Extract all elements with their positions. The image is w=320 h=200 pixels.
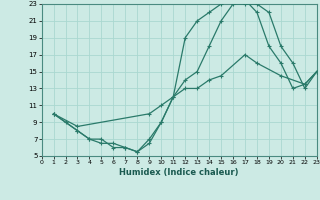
X-axis label: Humidex (Indice chaleur): Humidex (Indice chaleur) (119, 168, 239, 177)
